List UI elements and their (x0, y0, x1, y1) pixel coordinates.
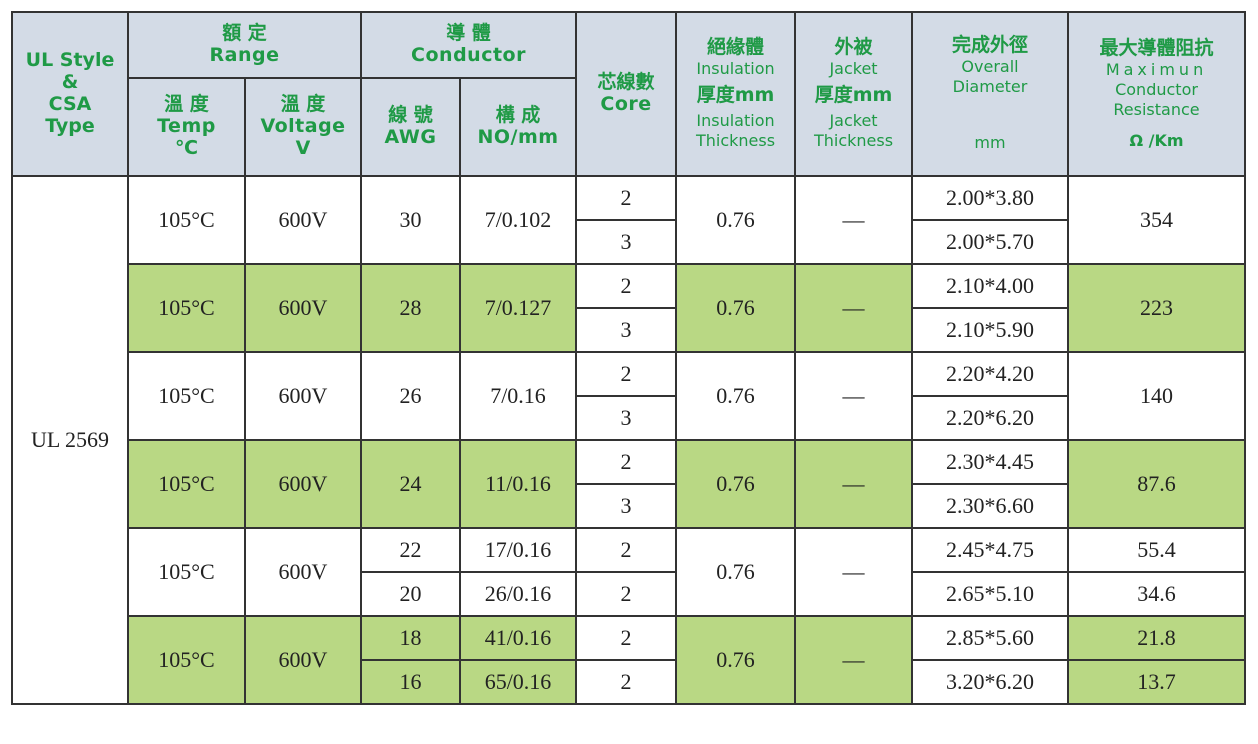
construction-cell: 17/0.16 (458, 527, 578, 573)
jacket-cell: — (794, 615, 914, 705)
jacket-cell: — (794, 351, 914, 441)
resistance-cell: 354 (1067, 175, 1247, 265)
awg-cell: 18 (360, 615, 461, 661)
diameter-cell: 3.20*6.20 (911, 659, 1070, 705)
resistance-cell: 34.6 (1067, 571, 1247, 617)
construction-cell: 26/0.16 (458, 571, 578, 617)
core-cell: 2 (575, 439, 678, 485)
insulation-cell: 0.76 (675, 615, 797, 705)
insulation-cell: 0.76 (675, 439, 797, 529)
core-cell: 3 (575, 395, 678, 441)
voltage-cell: 600V (244, 263, 362, 353)
core-cell: 2 (575, 615, 678, 661)
construction-cell: 41/0.16 (458, 615, 578, 661)
diameter-cell: 2.00*3.80 (911, 175, 1070, 221)
core-cell: 2 (575, 527, 678, 573)
core-cell: 3 (575, 219, 678, 265)
header-range: 額 定 Range (127, 11, 362, 79)
voltage-cell: 600V (244, 175, 362, 265)
temp-cell: 105°C (127, 351, 246, 441)
table-row: 16 65/0.16 2 3.20*6.20 13.7 (12, 659, 1247, 705)
voltage-cell: 600V (244, 351, 362, 441)
diameter-cell: 2.30*6.60 (911, 483, 1070, 529)
resistance-cell: 140 (1067, 351, 1247, 441)
header-temp: 溫 度 Temp ℃ (127, 77, 246, 177)
core-cell: 2 (575, 659, 678, 705)
table-row: 3 2.10*5.90 (12, 307, 1245, 353)
diameter-cell: 2.00*5.70 (911, 219, 1070, 265)
header-awg: 線 號 AWG (360, 77, 461, 177)
core-cell: 3 (575, 307, 678, 353)
awg-cell: 26 (360, 351, 461, 441)
table-row: 3 2.30*6.60 (12, 483, 1245, 529)
jacket-cell: — (794, 439, 914, 529)
header-style-type: UL Style & CSA Type (11, 11, 129, 177)
voltage-cell: 600V (244, 439, 362, 529)
table-row: 3 2.20*6.20 (12, 395, 1245, 441)
core-cell: 2 (575, 263, 678, 309)
voltage-cell: 600V (244, 527, 362, 617)
header-core: 芯線數 Core (575, 11, 678, 177)
construction-cell: 7/0.16 (458, 351, 578, 441)
spec-table: UL Style & CSA Type 額 定 Range 導 體 Conduc… (11, 11, 1247, 705)
resistance-cell: 55.4 (1067, 527, 1247, 573)
awg-cell: 24 (360, 439, 461, 529)
resistance-cell: 21.8 (1067, 615, 1247, 661)
diameter-cell: 2.30*4.45 (911, 439, 1070, 485)
header-insulation: 絕緣體 Insulation 厚度mm Insulation Thickness (675, 11, 797, 177)
core-cell: 2 (575, 571, 678, 617)
awg-cell: 28 (360, 263, 461, 353)
header-conductor: 導 體 Conductor (359, 11, 578, 79)
diameter-cell: 2.65*5.10 (911, 571, 1070, 617)
construction-cell: 7/0.127 (458, 263, 578, 353)
core-cell: 3 (575, 483, 678, 529)
insulation-cell: 0.76 (675, 263, 797, 353)
temp-cell: 105°C (127, 439, 246, 529)
awg-cell: 30 (360, 175, 461, 265)
construction-cell: 11/0.16 (458, 439, 578, 529)
header-resistance: 最大導體阻抗 Maximun Conductor Resistance Ω /K… (1067, 11, 1247, 177)
style-type-cell: UL 2569 (11, 175, 129, 705)
header-diameter: 完成外徑 Overall Diameter mm (911, 11, 1070, 177)
table-row: UL 2569 105°C 600V 30 7/0.102 2 0.76 — 2… (11, 175, 1247, 705)
header-voltage: 溫 度 Voltage V (244, 77, 362, 177)
table-row: 105°C 600V 24 11/0.16 2 0.76 — 2.30*4.45… (12, 439, 1247, 529)
voltage-cell: 600V (244, 615, 362, 705)
header-construction: 構 成 NO/mm (458, 77, 578, 177)
temp-cell: 105°C (127, 263, 246, 353)
insulation-cell: 0.76 (675, 175, 797, 265)
diameter-cell: 2.10*5.90 (911, 307, 1070, 353)
table-row: 20 26/0.16 2 2.65*5.10 34.6 (12, 571, 1247, 617)
insulation-cell: 0.76 (675, 527, 797, 617)
diameter-cell: 2.20*6.20 (911, 395, 1070, 441)
construction-cell: 65/0.16 (458, 659, 578, 705)
header-jacket: 外被 Jacket 厚度mm Jacket Thickness (794, 11, 914, 177)
temp-cell: 105°C (127, 615, 246, 705)
table-row: 105°C 600V 28 7/0.127 2 0.76 — 2.10*4.00… (12, 263, 1247, 353)
temp-cell: 105°C (127, 175, 246, 265)
table-row: 105°C 600V 18 41/0.16 2 0.76 — 2.85*5.60… (12, 615, 1247, 705)
diameter-cell: 2.45*4.75 (911, 527, 1070, 573)
core-cell: 2 (575, 351, 678, 397)
table-row: 3 2.00*5.70 (12, 219, 1245, 265)
insulation-cell: 0.76 (675, 351, 797, 441)
resistance-cell: 13.7 (1067, 659, 1247, 705)
table-row: 105°C 600V 22 17/0.16 2 0.76 — 2.45*4.75… (12, 527, 1247, 617)
table-row: 105°C 600V 26 7/0.16 2 0.76 — 2.20*4.20 … (12, 351, 1247, 441)
resistance-cell: 87.6 (1067, 439, 1247, 529)
awg-cell: 20 (360, 571, 461, 617)
jacket-cell: — (794, 263, 914, 353)
awg-cell: 22 (360, 527, 461, 573)
diameter-cell: 2.20*4.20 (911, 351, 1070, 397)
temp-cell: 105°C (127, 527, 246, 617)
construction-cell: 7/0.102 (458, 175, 578, 265)
jacket-cell: — (794, 175, 914, 265)
diameter-cell: 2.10*4.00 (911, 263, 1070, 309)
core-cell: 2 (575, 175, 678, 221)
jacket-cell: — (794, 527, 914, 617)
diameter-cell: 2.85*5.60 (911, 615, 1070, 661)
awg-cell: 16 (360, 659, 461, 705)
resistance-cell: 223 (1067, 263, 1247, 353)
